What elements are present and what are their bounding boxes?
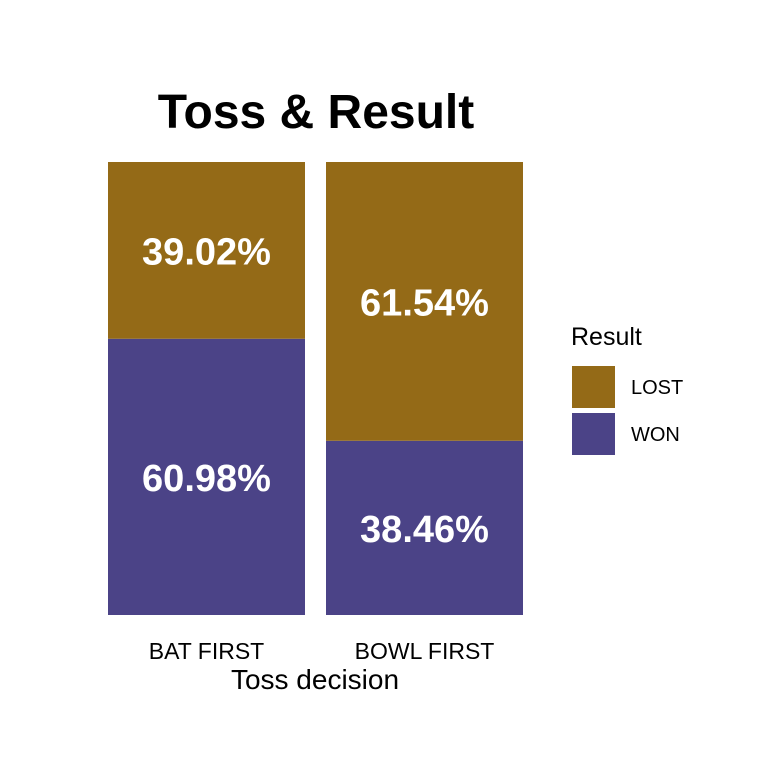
x-axis-title: Toss decision (231, 664, 399, 695)
bar-bat-first-won (108, 338, 305, 615)
bar-bowl-first-lost (326, 162, 523, 441)
bar-label-bat-first-won: 60.98% (142, 458, 271, 500)
bars-group: 60.98% 39.02% 38.46% 61.54% (108, 162, 523, 615)
legend-label-won: WON (631, 424, 680, 446)
x-tick-labels: BAT FIRST BOWL FIRST (149, 638, 495, 664)
bar-bat-first-lost (108, 162, 305, 339)
x-tick-label-bowl-first: BOWL FIRST (355, 638, 495, 664)
bar-label-bat-first-lost: 39.02% (142, 231, 271, 273)
bar-label-bowl-first-lost: 61.54% (360, 282, 489, 324)
chart-title: Toss & Result (158, 86, 475, 139)
legend-entries: LOST WON (572, 366, 683, 455)
legend-title: Result (571, 323, 642, 351)
legend-swatch-lost (572, 366, 615, 408)
legend-swatch-won (572, 413, 615, 455)
bar-bowl-first-won (326, 440, 523, 615)
bar-label-bowl-first-won: 38.46% (360, 509, 489, 551)
x-tick-label-bat-first: BAT FIRST (149, 638, 264, 664)
legend: Result LOST WON (571, 323, 683, 455)
legend-label-lost: LOST (631, 377, 683, 399)
